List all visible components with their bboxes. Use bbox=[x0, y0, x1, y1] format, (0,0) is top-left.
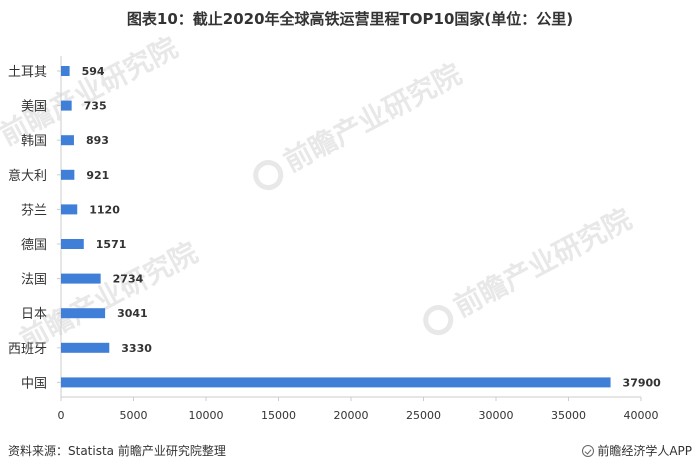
x-tick-label: 40000 bbox=[624, 409, 659, 422]
value-label: 594 bbox=[82, 65, 105, 78]
bar bbox=[61, 342, 110, 353]
x-tick-label: 0 bbox=[58, 409, 65, 422]
category-label: 芬兰 bbox=[21, 203, 47, 218]
value-label: 2734 bbox=[113, 273, 144, 286]
value-label: 893 bbox=[86, 134, 109, 147]
category-label: 法国 bbox=[21, 273, 47, 288]
bar bbox=[61, 308, 106, 319]
category-label: 土耳其 bbox=[8, 65, 47, 80]
x-tick-label: 20000 bbox=[334, 409, 369, 422]
x-tick-label: 15000 bbox=[261, 409, 296, 422]
brand-logo-icon bbox=[582, 444, 595, 457]
category-label: 美国 bbox=[21, 100, 47, 115]
value-label: 1571 bbox=[96, 238, 127, 251]
bar bbox=[61, 377, 611, 388]
value-label: 37900 bbox=[623, 376, 662, 389]
value-label: 921 bbox=[86, 169, 109, 182]
x-tick-label: 10000 bbox=[189, 409, 224, 422]
bar bbox=[61, 169, 75, 180]
x-tick-label: 25000 bbox=[406, 409, 441, 422]
bar bbox=[61, 66, 70, 76]
brand-credit: 前瞻经济学人APP bbox=[582, 442, 692, 459]
value-label: 735 bbox=[84, 100, 107, 113]
bar bbox=[61, 273, 101, 284]
value-label: 3330 bbox=[121, 342, 152, 355]
category-label: 韩国 bbox=[21, 134, 47, 149]
bar bbox=[61, 100, 72, 111]
category-label: 德国 bbox=[21, 238, 47, 253]
bar bbox=[61, 135, 74, 146]
bar-chart: 0 5000 10000 15000 20000 25000 30000 35000 40000… bbox=[8, 56, 662, 422]
chart-title: 图表10：截止2020年全球高铁运营里程TOP10国家(单位：公里) bbox=[126, 10, 574, 28]
category-label: 西班牙 bbox=[8, 342, 47, 357]
source-note: 资料来源：Statista 前瞻产业研究院整理 bbox=[8, 444, 226, 458]
bar bbox=[61, 204, 78, 215]
x-tick-label: 30000 bbox=[479, 409, 514, 422]
value-label: 3041 bbox=[117, 307, 148, 320]
category-label: 意大利 bbox=[8, 168, 47, 184]
x-tick-label: 35000 bbox=[551, 409, 586, 422]
value-label: 1120 bbox=[89, 203, 120, 216]
x-tick-label: 5000 bbox=[120, 409, 148, 422]
brand-name: 前瞻经济学人APP bbox=[597, 444, 692, 458]
category-label: 日本 bbox=[21, 307, 47, 322]
bar bbox=[61, 239, 84, 249]
category-label: 中国 bbox=[21, 376, 47, 391]
